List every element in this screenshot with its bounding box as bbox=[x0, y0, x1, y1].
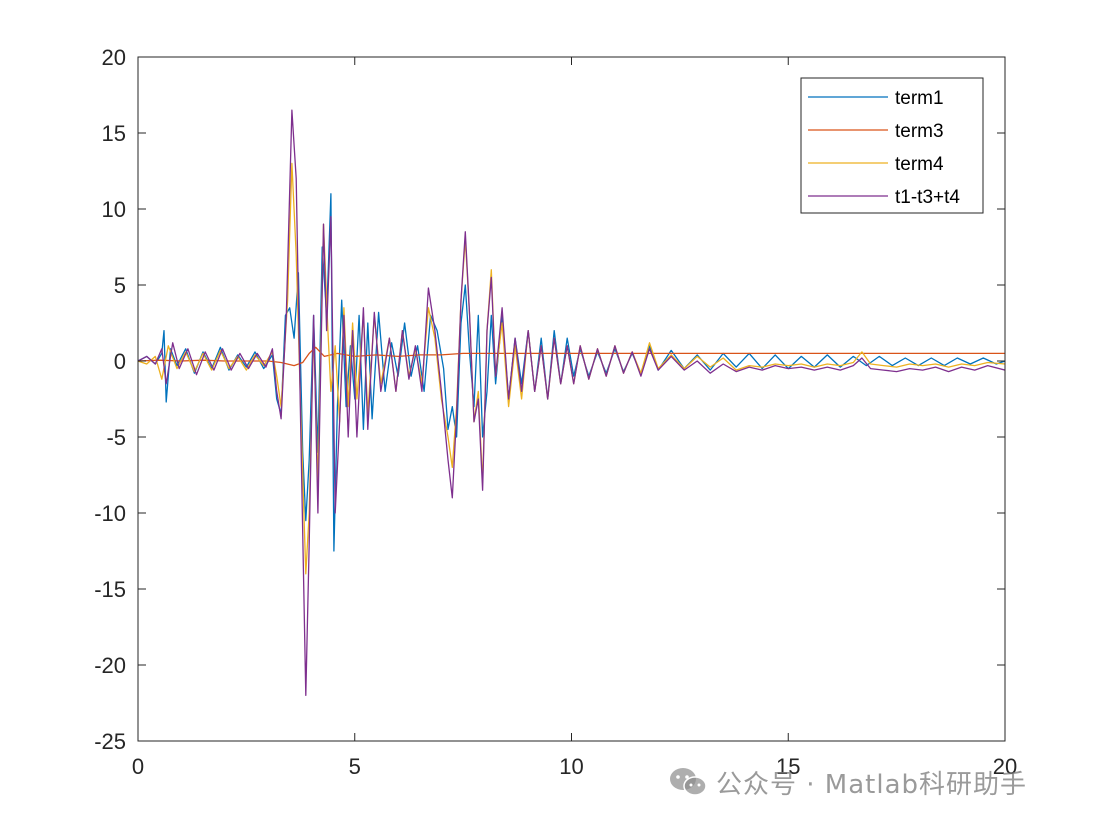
y-tick-label: -25 bbox=[94, 729, 126, 754]
y-tick-label: -10 bbox=[94, 501, 126, 526]
legend-label: t1-t3+t4 bbox=[895, 187, 960, 208]
legend-label: term3 bbox=[895, 121, 944, 142]
legend-box bbox=[800, 77, 984, 214]
series-layer bbox=[138, 109, 1005, 697]
legend: term1 term3 term4 t1-t3+t4 bbox=[800, 77, 984, 214]
y-tick-label: -15 bbox=[94, 577, 126, 602]
watermark-text: 公众号 · Matlab科研助手 bbox=[716, 769, 1028, 800]
y-tick-label: 15 bbox=[102, 121, 126, 146]
wechat-icon bbox=[670, 768, 707, 796]
x-tick-label: 15 bbox=[776, 754, 800, 779]
series-line-term1 bbox=[138, 193, 1005, 552]
y-tick-label: 10 bbox=[102, 197, 126, 222]
y-tick-label: -20 bbox=[94, 653, 126, 678]
x-axis-ticks: 0 5 10 15 20 bbox=[132, 57, 1017, 779]
legend-label: term4 bbox=[895, 154, 944, 175]
series-line-term3 bbox=[138, 346, 1005, 367]
x-tick-label: 10 bbox=[559, 754, 583, 779]
legend-entries: term1 term3 term4 t1-t3+t4 bbox=[808, 88, 960, 208]
y-tick-label: -5 bbox=[106, 425, 126, 450]
y-tick-label: 20 bbox=[102, 45, 126, 70]
series-line-t1-t3-t4 bbox=[138, 109, 1005, 697]
y-axis-ticks: 20 15 10 5 0 -5 -10 -15 -20 -25 bbox=[94, 45, 1005, 754]
watermark: 公众号 · Matlab科研助手 bbox=[668, 762, 1027, 802]
legend-label: term1 bbox=[895, 88, 944, 109]
y-tick-label: 5 bbox=[114, 273, 126, 298]
y-tick-label: 0 bbox=[114, 349, 126, 374]
x-tick-label: 0 bbox=[132, 754, 144, 779]
x-tick-label: 5 bbox=[349, 754, 361, 779]
x-tick-label: 20 bbox=[993, 754, 1017, 779]
